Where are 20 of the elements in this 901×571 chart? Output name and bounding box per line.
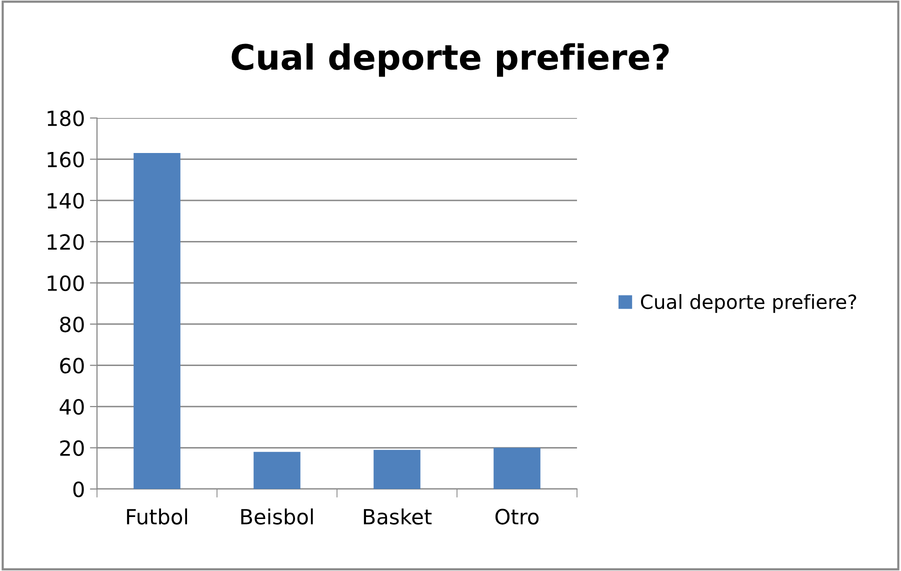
bar — [494, 448, 540, 489]
bar — [134, 153, 180, 489]
x-tick-label: Futbol — [127, 508, 188, 525]
x-tick-label: Otro — [495, 508, 539, 525]
chart-title: Cual deporte prefiere? — [232, 43, 669, 77]
bar — [254, 452, 300, 489]
y-tick-label: 40 — [60, 399, 84, 415]
y-tick-label: 100 — [48, 275, 84, 292]
y-tick-label: 80 — [60, 316, 84, 332]
legend-label: Cual deporte prefiere? — [640, 294, 856, 313]
bar — [374, 450, 420, 489]
x-tick-label: Basket — [364, 508, 432, 525]
y-tick-label: 0 — [73, 481, 84, 498]
x-tick-label: Beisbol — [241, 508, 313, 525]
y-tick-label: 140 — [48, 192, 84, 209]
y-tick-label: 160 — [48, 152, 84, 168]
y-tick-label: 60 — [60, 358, 84, 374]
y-tick-label: 120 — [48, 234, 84, 250]
y-tick-label: 180 — [48, 110, 84, 126]
y-tick-label: 20 — [60, 440, 84, 456]
